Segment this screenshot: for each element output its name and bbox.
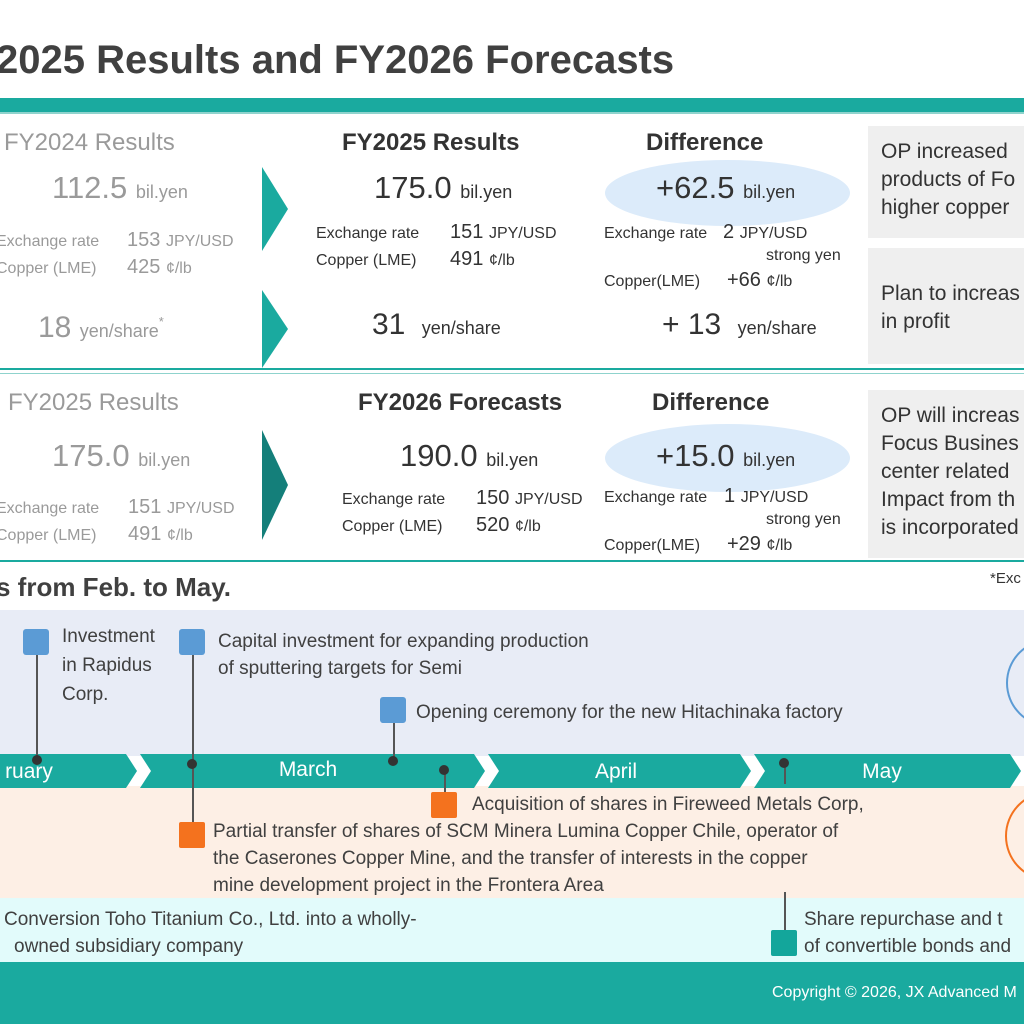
event-connector	[784, 762, 786, 784]
exclusion-note: *Exc	[990, 570, 1021, 587]
circle-marker-icon	[1005, 799, 1024, 873]
s2-cu-prev: 491 ¢/lb	[128, 523, 193, 545]
copyright: Copyright © 2026, JX Advanced M	[772, 984, 1017, 1001]
event-rapidus: Investment in Rapidus Corp.	[62, 626, 155, 705]
s2-fx-label-prev: Exchange rate	[0, 500, 100, 517]
s1-cu-label-prev: Copper (LME)	[0, 260, 97, 277]
event-marker-blue	[380, 697, 406, 723]
s1-cu-label-diff: Copper(LME)	[604, 273, 701, 290]
event-marker-blue	[179, 629, 205, 655]
s1-col3-header: Difference	[646, 129, 764, 156]
s1-fx-curr: 151 JPY/USD	[450, 221, 557, 243]
s1-col2-header: FY2025 Results	[342, 129, 520, 156]
event-connector	[192, 655, 194, 825]
timeline-title: s from Feb. to May.	[0, 572, 231, 602]
s1-fx-label-diff: Exchange rate	[604, 225, 708, 242]
s2-op-curr: 190.0 bil.yen	[400, 438, 539, 473]
s2-fx-label-diff: Exchange rate	[604, 489, 708, 506]
footer-band	[0, 962, 1024, 1024]
s1-note-op: OP increased products of Fo higher copper	[868, 126, 1024, 238]
event-marker-blue	[23, 629, 49, 655]
s2-note: OP will increas Focus Busines center relat…	[868, 390, 1024, 558]
event-connector	[444, 770, 446, 792]
section-divider	[0, 368, 1024, 370]
s1-op-diff: +62.5 bil.yen	[656, 170, 796, 205]
event-dot	[187, 759, 197, 769]
s1-col1-header: FY2024 Results	[4, 129, 175, 156]
s2-col2-header: FY2026 Forecasts	[358, 389, 563, 416]
arrow-right-icon	[262, 430, 288, 540]
s2-cu-label-diff: Copper(LME)	[604, 537, 701, 554]
page-title: 2025 Results and FY2026 Forecasts	[0, 38, 675, 82]
section-divider	[0, 560, 1024, 562]
s1-cu-curr: 491 ¢/lb	[450, 248, 515, 270]
event-fireweed: Acquisition of shares in Fireweed Metals…	[472, 794, 864, 815]
s2-fx-curr: 150 JPY/USD	[476, 487, 583, 509]
title-bar	[0, 98, 1024, 112]
event-marker-orange	[431, 792, 457, 818]
timeline-band-upper	[0, 610, 1024, 756]
s2-op-diff: +15.0 bil.yen	[656, 438, 796, 473]
s1-op-diff-highlight	[605, 160, 850, 226]
month-march: March	[278, 758, 338, 781]
s2-col3-header: Difference	[652, 389, 770, 416]
s1-fx-prev: 153 JPY/USD	[127, 229, 234, 251]
s1-note-div: Plan to increas in profit	[868, 248, 1024, 364]
month-may: May	[862, 760, 902, 783]
s2-fx-diff-note: strong yen	[766, 511, 841, 528]
s1-div-diff: + 13 yen/share	[662, 308, 817, 341]
s1-div-curr: 31 yen/share	[372, 308, 501, 341]
title-bar-line	[0, 112, 1024, 114]
event-dot	[32, 755, 42, 765]
event-marker-orange	[179, 822, 205, 848]
s1-fx-diff-note: strong yen	[766, 247, 841, 264]
s1-op-curr: 175.0 bil.yen	[374, 170, 513, 205]
event-dot	[779, 758, 789, 768]
month-april: April	[594, 760, 637, 783]
arrow-right-icon	[262, 167, 288, 251]
s1-fx-label-prev: Exchange rate	[0, 233, 100, 250]
s2-fx-diff: 1 JPY/USD	[724, 485, 809, 507]
event-connector	[784, 892, 786, 930]
event-toho-titanium: Conversion Toho Titanium Co., Ltd. into …	[4, 909, 417, 957]
arrow-right-icon	[262, 290, 288, 368]
s1-fx-diff: 2 JPY/USD	[723, 221, 808, 243]
s2-cu-curr: 520 ¢/lb	[476, 514, 541, 536]
timeline-band-lower	[0, 786, 1024, 898]
event-marker-teal	[771, 930, 797, 956]
s2-op-diff-highlight	[605, 424, 850, 492]
circle-marker-icon	[1006, 647, 1024, 719]
s2-col1-header: FY2025 Results	[8, 389, 179, 416]
s2-fx-label-curr: Exchange rate	[342, 491, 446, 508]
s1-cu-prev: 425 ¢/lb	[127, 256, 192, 278]
event-dot	[388, 756, 398, 766]
s1-cu-label-curr: Copper (LME)	[316, 252, 417, 269]
s1-cu-diff: +66 ¢/lb	[727, 269, 793, 291]
s1-fx-label-curr: Exchange rate	[316, 225, 420, 242]
event-connector	[393, 722, 395, 760]
event-sputtering: Capital investment for expanding product…	[218, 631, 589, 679]
s1-op-prev: 112.5 bil.yen	[52, 170, 188, 205]
s2-cu-label-curr: Copper (LME)	[342, 518, 443, 535]
event-share-repurchase: Share repurchase and t of convertible bon…	[804, 909, 1012, 957]
event-dot	[439, 765, 449, 775]
s2-cu-diff: +29 ¢/lb	[727, 533, 793, 555]
timeline-band-cyan	[0, 898, 1024, 962]
s2-fx-prev: 151 JPY/USD	[128, 496, 235, 518]
event-caserones: Partial transfer of shares of SCM Minera…	[213, 821, 839, 896]
s2-op-prev: 175.0 bil.yen	[52, 438, 191, 473]
s1-div-prev: 18 yen/share*	[38, 311, 164, 344]
s2-cu-label-prev: Copper (LME)	[0, 527, 97, 544]
month-arrows	[0, 754, 1021, 788]
month-february: ruary	[5, 760, 53, 783]
event-hitachinaka: Opening ceremony for the new Hitachinaka…	[416, 702, 843, 723]
event-connector	[36, 655, 38, 758]
section-divider	[0, 373, 1024, 374]
